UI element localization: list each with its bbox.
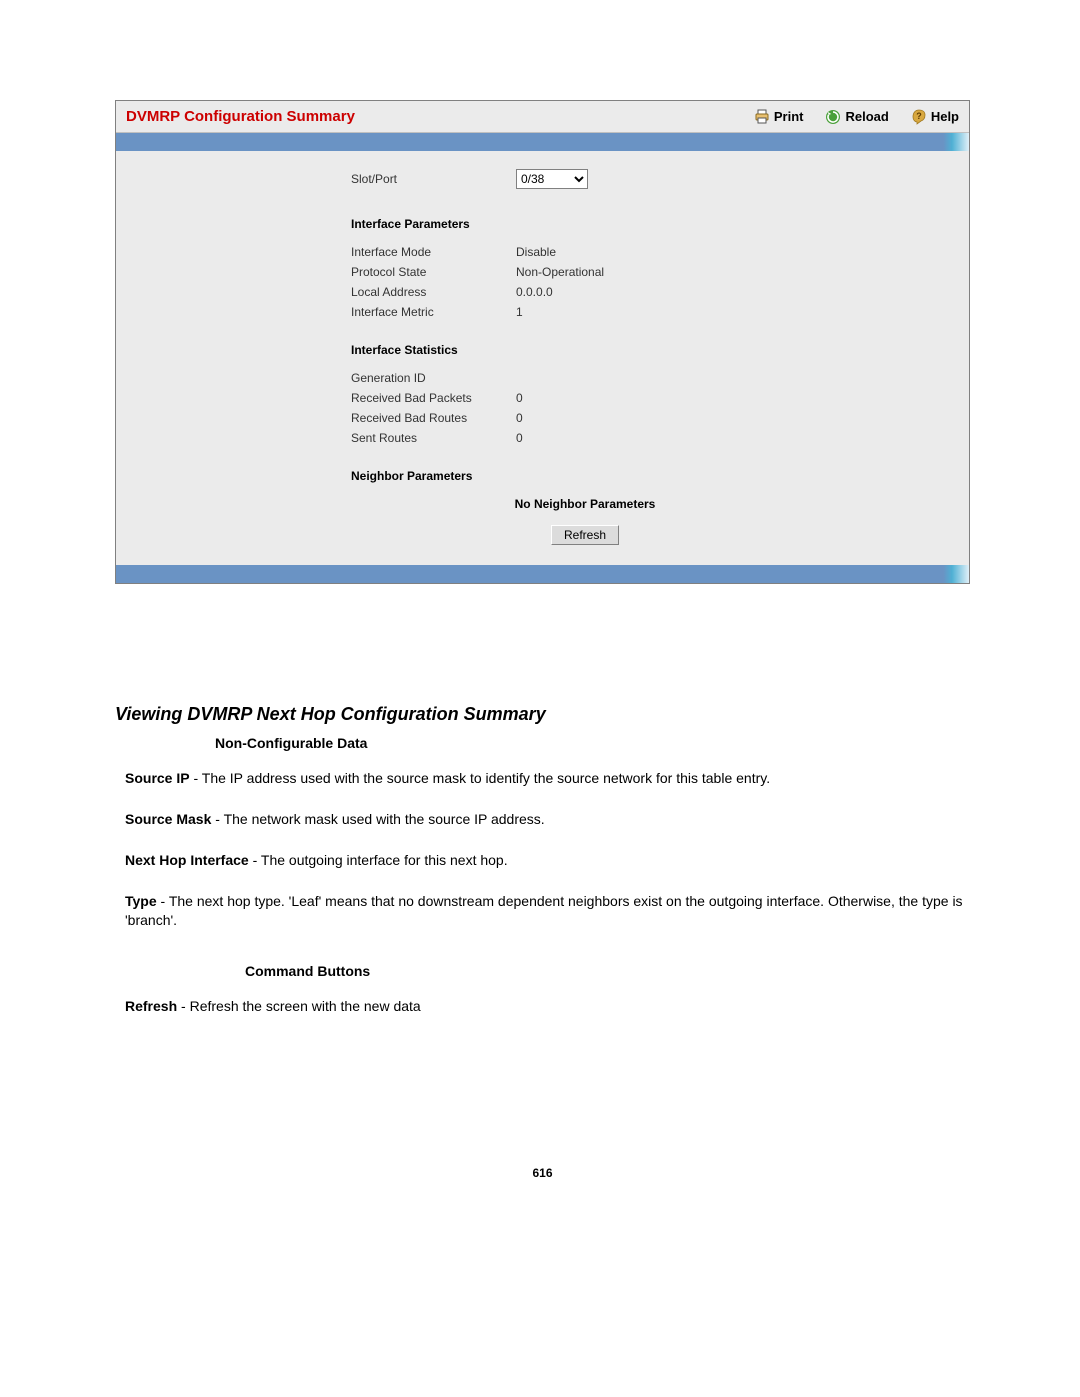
rbr-label: Received Bad Routes <box>351 411 516 425</box>
sent-routes-label: Sent Routes <box>351 431 516 445</box>
local-addr-row: Local Address 0.0.0.0 <box>351 285 949 299</box>
panel-body: Slot/Port 0/38 Interface Parameters Inte… <box>116 151 969 565</box>
gen-id-row: Generation ID <box>351 371 949 385</box>
config-panel: DVMRP Configuration Summary Print <box>115 100 970 584</box>
slot-port-select[interactable]: 0/38 <box>516 169 588 189</box>
iface-mode-value: Disable <box>516 245 949 259</box>
iface-stats-heading: Interface Statistics <box>351 343 949 357</box>
nhi-term: Next Hop Interface <box>125 852 249 868</box>
refresh-term: Refresh <box>125 998 177 1014</box>
iface-metric-value: 1 <box>516 305 949 319</box>
source-mask-desc: - The network mask used with the source … <box>211 811 544 827</box>
blue-bar-bottom <box>116 565 969 583</box>
proto-state-value: Non-Operational <box>516 265 949 279</box>
proto-state-row: Protocol State Non-Operational <box>351 265 949 279</box>
rbp-label: Received Bad Packets <box>351 391 516 405</box>
sent-routes-value: 0 <box>516 431 949 445</box>
doc-section: Viewing DVMRP Next Hop Configuration Sum… <box>115 704 970 1016</box>
sent-routes-row: Sent Routes 0 <box>351 431 949 445</box>
reload-icon <box>825 109 841 125</box>
source-ip-desc: - The IP address used with the source ma… <box>190 770 771 786</box>
rbr-row: Received Bad Routes 0 <box>351 411 949 425</box>
rbp-row: Received Bad Packets 0 <box>351 391 949 405</box>
doc-source-mask: Source Mask - The network mask used with… <box>125 810 970 829</box>
doc-source-ip: Source IP - The IP address used with the… <box>125 769 970 788</box>
refresh-button[interactable]: Refresh <box>551 525 619 545</box>
slot-port-label: Slot/Port <box>351 172 516 186</box>
source-ip-term: Source IP <box>125 770 190 786</box>
print-label: Print <box>774 109 804 124</box>
reload-label: Reload <box>845 109 888 124</box>
iface-mode-label: Interface Mode <box>351 245 516 259</box>
gen-id-label: Generation ID <box>351 371 516 385</box>
source-mask-term: Source Mask <box>125 811 211 827</box>
header-actions: Print Reload <box>754 109 959 125</box>
doc-refresh: Refresh - Refresh the screen with the ne… <box>125 997 970 1016</box>
reload-button[interactable]: Reload <box>825 109 888 125</box>
type-term: Type <box>125 893 157 909</box>
doc-sub-nonconfig: Non-Configurable Data <box>215 735 970 751</box>
doc-sub-cmd: Command Buttons <box>245 963 970 979</box>
type-desc: - The next hop type. 'Leaf' means that n… <box>125 893 963 928</box>
doc-heading: Viewing DVMRP Next Hop Configuration Sum… <box>115 704 970 725</box>
help-icon: ? <box>911 109 927 125</box>
slot-port-value-wrap: 0/38 <box>516 169 949 189</box>
panel-header: DVMRP Configuration Summary Print <box>116 101 969 133</box>
slot-port-row: Slot/Port 0/38 <box>351 169 949 189</box>
panel-title: DVMRP Configuration Summary <box>126 108 754 125</box>
iface-mode-row: Interface Mode Disable <box>351 245 949 259</box>
local-addr-value: 0.0.0.0 <box>516 285 949 299</box>
neighbor-heading: Neighbor Parameters <box>351 469 949 483</box>
print-button[interactable]: Print <box>754 109 804 125</box>
svg-text:?: ? <box>916 111 922 121</box>
help-label: Help <box>931 109 959 124</box>
iface-metric-row: Interface Metric 1 <box>351 305 949 319</box>
rbp-value: 0 <box>516 391 949 405</box>
blue-bar-top <box>116 133 969 151</box>
printer-icon <box>754 109 770 125</box>
proto-state-label: Protocol State <box>351 265 516 279</box>
refresh-desc: - Refresh the screen with the new data <box>177 998 421 1014</box>
help-button[interactable]: ? Help <box>911 109 959 125</box>
local-addr-label: Local Address <box>351 285 516 299</box>
no-neighbor-msg: No Neighbor Parameters <box>221 497 949 511</box>
nhi-desc: - The outgoing interface for this next h… <box>249 852 508 868</box>
page-number: 616 <box>115 1166 970 1180</box>
doc-type: Type - The next hop type. 'Leaf' means t… <box>125 892 970 930</box>
iface-params-heading: Interface Parameters <box>351 217 949 231</box>
doc-nhi: Next Hop Interface - The outgoing interf… <box>125 851 970 870</box>
iface-metric-label: Interface Metric <box>351 305 516 319</box>
rbr-value: 0 <box>516 411 949 425</box>
refresh-button-row: Refresh <box>221 525 949 545</box>
